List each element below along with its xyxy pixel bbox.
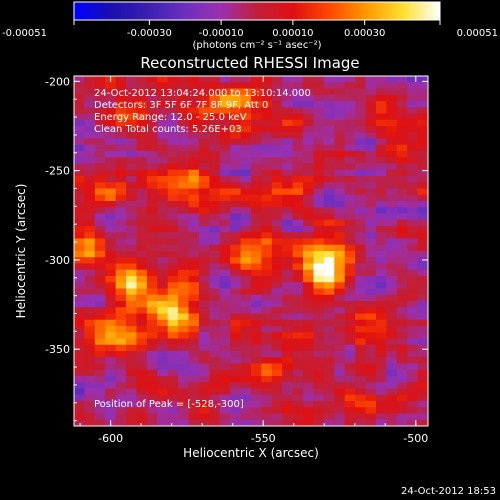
y-tick-label: -350 bbox=[45, 343, 70, 356]
annotation-block: 24-Oct-2012 13:04:24.000 to 13:10:14.000… bbox=[94, 88, 311, 135]
colorbar bbox=[73, 1, 441, 21]
chart-title: Reconstructed RHESSI Image bbox=[140, 54, 359, 72]
x-axis: -650-600-550-500 bbox=[79, 76, 428, 445]
annotation-line: Clean Total counts: 5.26E+03 bbox=[94, 124, 242, 135]
y-tick-label: -200 bbox=[45, 75, 70, 88]
y-axis-label: Heliocentric Y (arcsec) bbox=[14, 184, 28, 319]
annotation-line: Energy Range: 12.0 - 25.0 keV bbox=[94, 112, 247, 123]
y-axis: -350 -300 -250 -200 bbox=[45, 75, 428, 422]
footer-timestamp: 24-Oct-2012 18:53 bbox=[401, 486, 496, 497]
x-tick-label: -500 bbox=[403, 432, 428, 445]
y-tick-label: -250 bbox=[45, 165, 70, 178]
y-tick-label: -300 bbox=[45, 254, 70, 267]
x-axis-label: Heliocentric X (arcsec) bbox=[183, 446, 319, 460]
annotation-line: 24-Oct-2012 13:04:24.000 to 13:10:14.000 bbox=[94, 88, 311, 99]
colorbar-tick-label: 0.00010 bbox=[272, 28, 313, 39]
colorbar-tick-label: -0.00010 bbox=[199, 28, 244, 39]
annotation-line: Detectors: 3F 5F 6F 7F 8F 9F, Att 0 bbox=[94, 100, 268, 111]
colorbar-tick-label: 0.00051 bbox=[457, 28, 498, 39]
x-tick-label: -600 bbox=[98, 432, 123, 445]
peak-position-label: Position of Peak = [-528,-300] bbox=[94, 399, 244, 410]
colorbar-tick-label: 0.00030 bbox=[344, 28, 385, 39]
colorbar-tick-label: -0.00051 bbox=[2, 28, 47, 39]
x-tick-label: -550 bbox=[251, 432, 276, 445]
plot-frame bbox=[73, 75, 429, 427]
heatmap bbox=[74, 76, 428, 426]
colorbar-tick-label: -0.00030 bbox=[127, 28, 172, 39]
colorbar-unit: (photons cm⁻² s⁻¹ asec⁻²) bbox=[192, 40, 321, 51]
colorbar-ticks: -0.00051 -0.00030 -0.00010 0.00010 0.00030 0.… bbox=[2, 20, 498, 39]
